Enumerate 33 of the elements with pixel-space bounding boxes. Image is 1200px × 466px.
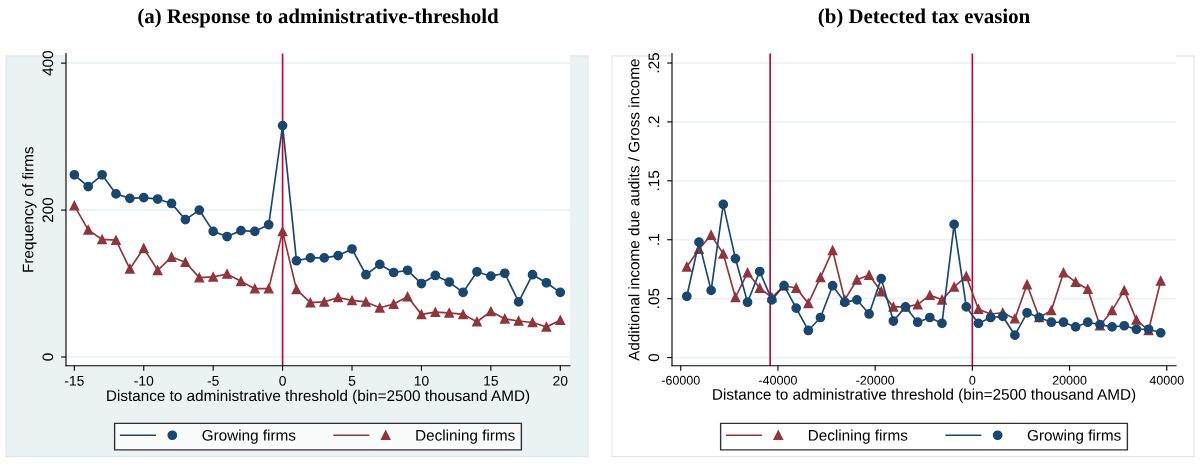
y-tick-label: .25 <box>648 53 660 73</box>
y-tick-label: 0 <box>42 353 54 361</box>
x-tick-label: -15 <box>64 376 84 386</box>
legend-label: Declining firms <box>416 429 515 444</box>
x-tick-label: -5 <box>207 376 219 386</box>
y-tick-label: .05 <box>648 288 660 308</box>
x-tick-label: 10 <box>414 375 429 386</box>
chart-title: (b) Detected tax evasion <box>818 8 1030 28</box>
y-axis-title: Frequency of firms <box>22 146 37 272</box>
y-tick-label: 400 <box>42 50 54 76</box>
x-tick-label: 20000 <box>1052 375 1087 385</box>
legend-label: Growing firms <box>1027 429 1121 444</box>
x-tick-label: 40000 <box>1149 375 1184 385</box>
legend-label: Growing firms <box>202 429 296 444</box>
y-tick-label: .1 <box>648 234 660 245</box>
y-tick-label: .2 <box>648 116 660 127</box>
y-tick-label: 200 <box>42 197 54 223</box>
x-tick-label: 15 <box>484 376 498 386</box>
x-tick-label: -40000 <box>759 375 797 385</box>
x-tick-label: 5 <box>348 376 356 386</box>
x-tick-label: -20000 <box>856 375 895 385</box>
y-tick-label: .15 <box>648 170 660 191</box>
legend-label: Declining firms <box>808 429 908 444</box>
x-tick-label: 0 <box>969 375 976 385</box>
x-axis-title: Distance to administrative threshold (bin=2500 thousand AMD) <box>107 389 530 405</box>
x-tick-label: 20 <box>553 375 568 386</box>
x-tick-label: 0 <box>279 375 286 386</box>
x-axis-title: Distance to administrative threshold (bin=2500 thousand AMD) <box>713 388 1136 403</box>
chart-title: (a) Response to administrative-threshold <box>138 8 499 28</box>
x-tick-label: -10 <box>134 375 154 386</box>
y-axis-title: Additional income due audits / Gross income <box>628 59 640 361</box>
x-tick-label: -60000 <box>661 375 700 385</box>
y-tick-label: 0 <box>648 353 660 362</box>
